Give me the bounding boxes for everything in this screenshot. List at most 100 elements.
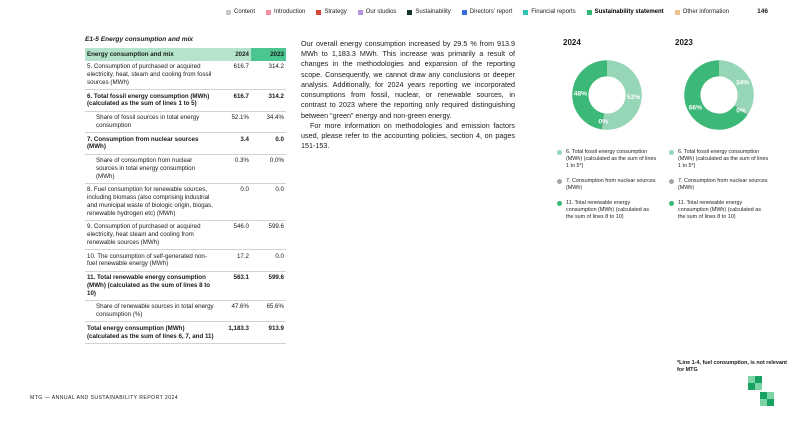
header-col-metric: Energy consumption and mix	[85, 48, 216, 61]
nav-item-label: Financial reports	[531, 9, 576, 15]
charts-section: 2024 52% 0% 48% 6. Total fossil energy consu…	[557, 38, 771, 229]
nav-item-sustainability[interactable]: Sustainability	[407, 9, 451, 15]
renewable-legend-dot-icon	[669, 201, 674, 207]
logo-square	[767, 392, 774, 399]
commentary-section: Our overall energy consumption increased…	[301, 39, 515, 151]
row-label: Share of fossil sources in total energy …	[85, 111, 216, 133]
donut-charts: 2024 52% 0% 48% 6. Total fossil energy consu…	[557, 38, 771, 229]
header-col-2023: 2023	[251, 48, 286, 61]
donut-chart-2024: 52% 0% 48%	[572, 60, 642, 130]
row-value-2024: 52.1%	[216, 111, 251, 133]
row-value-2023: 599.6	[251, 271, 286, 301]
row-value-2023: 65.6%	[251, 300, 286, 323]
legend-label: 6. Total fossil energy consumption (MWh)…	[678, 149, 769, 170]
fossil-legend-dot-icon	[557, 150, 562, 155]
nuclear-legend-dot-icon	[557, 179, 562, 185]
renewable-legend-dot-icon	[557, 201, 562, 207]
nav-item-label: Strategy	[324, 9, 347, 15]
row-label: Share of consumption from nuclear source…	[85, 154, 216, 184]
footnote: *Line 1-4, fuel consumption, is not rele…	[677, 360, 787, 374]
row-label: 8. Fuel consumption for renewable source…	[85, 183, 216, 221]
donut-value-label-nuclear: 0%	[598, 119, 608, 126]
row-value-2024: 0.0	[216, 183, 251, 221]
donut-segment-fossil	[602, 60, 642, 130]
row-value-2023: 0.0%	[251, 154, 286, 184]
donut-value-label-nuclear: 0%	[736, 107, 746, 114]
our-studios-swatch-icon	[357, 9, 363, 15]
row-value-2023: 0.0	[251, 183, 286, 221]
logo-square	[755, 383, 762, 390]
donut-value-label-renewable: 48%	[574, 90, 587, 97]
table-row: Total energy consumption (MWh) (calculat…	[85, 321, 286, 344]
chart-block-2023: 2023 34% 0% 66% 6. Total fossil energy consu…	[669, 38, 769, 229]
other-information-swatch-icon	[674, 9, 680, 15]
row-label: 6. Total fossil energy consumption (MWh)…	[85, 89, 216, 112]
row-value-2023: 0.0	[251, 249, 286, 272]
row-label: 11. Total renewable energy consumption (…	[85, 271, 216, 301]
logo-square	[748, 383, 755, 390]
table-row: 11. Total renewable energy consumption (…	[85, 271, 286, 301]
directors-report-swatch-icon	[461, 9, 467, 15]
nav-item-strategy[interactable]: Strategy	[316, 9, 347, 15]
nav-item-introduction[interactable]: Introduction	[266, 9, 305, 15]
nav-item-content[interactable]: Content	[226, 9, 255, 15]
nav-item-label: Our studios	[365, 9, 397, 15]
chart-title: 2024	[563, 38, 581, 47]
legend-label: 7. Consumption from nuclear sources (MWh…	[678, 178, 768, 192]
nav-item-financial-reports[interactable]: Financial reports	[523, 9, 576, 15]
top-nav: Content Introduction Strategy Our studios Su…	[0, 8, 800, 21]
table-row: Share of fossil sources in total energy …	[85, 111, 286, 133]
row-value-2024: 616.7	[216, 89, 251, 112]
body-paragraph-2: For more information on methodologies an…	[301, 120, 515, 151]
row-value-2024: 1,183.3	[216, 321, 251, 344]
nav-item-other-information[interactable]: Other information	[674, 9, 730, 15]
donut-value-label-fossil: 52%	[627, 94, 640, 101]
table-header-row: Energy consumption and mix 2024 2023	[85, 48, 286, 61]
row-label: 5. Consumption of purchased or acquired …	[85, 60, 216, 90]
logo-square	[760, 392, 767, 399]
nav-item-directors-report[interactable]: Directors' report	[461, 9, 513, 15]
donut-segment-fossil	[718, 60, 754, 115]
page-number: 146	[757, 8, 768, 15]
nav-item-label: Sustainability statement	[594, 9, 664, 15]
sustainability-swatch-icon	[407, 9, 413, 15]
legend-label: 7. Consumption from nuclear sources (MWh…	[566, 178, 656, 192]
header-col-2024: 2024	[216, 48, 251, 61]
legend-item-renewable: 11. Total renewable energy consumption (…	[669, 200, 769, 221]
legend-item-nuclear: 7. Consumption from nuclear sources (MWh…	[557, 178, 657, 192]
row-value-2023: 34.4%	[251, 111, 286, 133]
body-paragraph-1: Our overall energy consumption increased…	[301, 39, 515, 120]
row-value-2023: 314.2	[251, 60, 286, 90]
chart-block-2024: 2024 52% 0% 48% 6. Total fossil energy consu…	[557, 38, 657, 229]
chart-legend: 6. Total fossil energy consumption (MWh)…	[669, 149, 769, 221]
table-row: 6. Total fossil energy consumption (MWh)…	[85, 89, 286, 112]
nav-item-label: Content	[234, 9, 256, 15]
nav-item-label: Other information	[682, 9, 730, 15]
section-legend-nav: Content Introduction Strategy Our studios Su…	[226, 9, 729, 15]
strategy-swatch-icon	[316, 9, 322, 15]
row-value-2024: 546.0	[216, 220, 251, 251]
energy-table-section: E1-5 Energy consumption and mix Energy c…	[85, 36, 286, 344]
nav-item-label: Directors' report	[469, 9, 513, 15]
nav-item-sustainability-statement[interactable]: Sustainability statement	[586, 9, 664, 15]
legend-item-renewable: 11. Total renewable energy consumption (…	[557, 200, 657, 221]
row-value-2023: 314.2	[251, 89, 286, 112]
legend-label: 11. Total renewable energy consumption (…	[678, 200, 761, 221]
energy-consumption-table: Energy consumption and mix 2024 2023 5. …	[85, 48, 286, 344]
row-value-2023: 913.9	[251, 321, 286, 344]
logo-square	[755, 376, 762, 383]
introduction-swatch-icon	[266, 9, 272, 15]
donut-value-label-fossil: 34%	[736, 80, 749, 87]
row-label: Total energy consumption (MWh) (calculat…	[85, 321, 216, 344]
nav-item-label: Sustainability	[415, 9, 451, 15]
row-label: Share of renewable sources in total ener…	[85, 300, 216, 323]
nav-item-our-studios[interactable]: Our studios	[357, 9, 397, 15]
nav-item-label: Introduction	[274, 9, 306, 15]
row-value-2024: 17.2	[216, 249, 251, 272]
donut-chart-2023: 34% 0% 66%	[684, 60, 754, 130]
legend-item-nuclear: 7. Consumption from nuclear sources (MWh…	[669, 178, 769, 192]
row-value-2024: 3.4	[216, 132, 251, 155]
row-value-2024: 0.3%	[216, 154, 251, 184]
table-title: E1-5 Energy consumption and mix	[85, 36, 194, 43]
